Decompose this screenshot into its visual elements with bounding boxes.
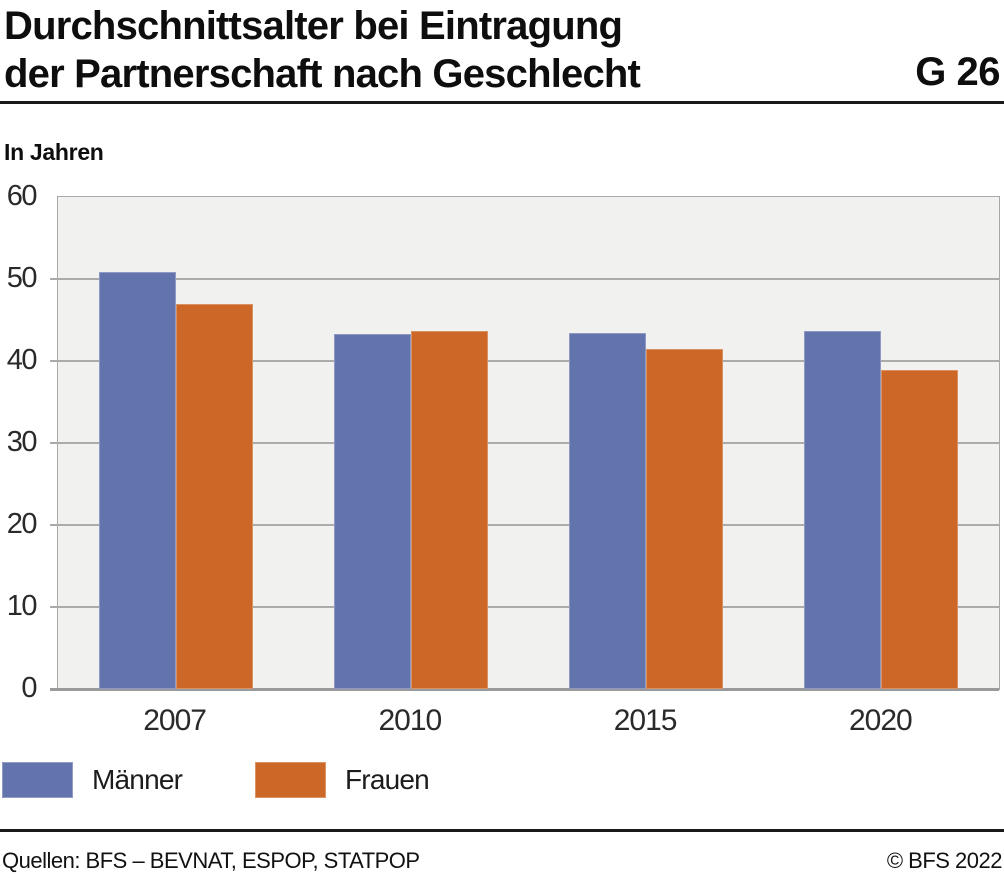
- y-axis-label-50: 50: [6, 262, 38, 294]
- bar-frauen-2010: [410, 331, 488, 689]
- graphic-number: G 26: [915, 50, 1000, 94]
- source-text: Quellen: BFS – BEVNAT, ESPOP, STATPOP: [2, 848, 420, 873]
- bar-frauen-2007: [175, 303, 253, 689]
- bar-manner-2010: [333, 333, 411, 689]
- y-axis-label-60: 60: [6, 180, 38, 212]
- legend-item-frauen: Frauen: [255, 762, 430, 798]
- title-line-1: Durchschnittsalter bei Eintragung: [4, 4, 623, 48]
- chart-subtitle: In Jahren: [4, 139, 104, 165]
- legend-swatch-manner: [2, 762, 73, 798]
- plot-area: [50, 196, 1000, 691]
- legend-label-manner: Männer: [92, 764, 183, 795]
- copyright-text: © BFS 2022: [886, 848, 1003, 873]
- y-axis-label-20: 20: [6, 508, 38, 540]
- bar-manner-2007: [98, 272, 176, 689]
- gridline-20: [50, 524, 999, 526]
- gridline-40: [50, 360, 999, 362]
- y-axis-label-10: 10: [6, 590, 38, 622]
- legend: Männer Frauen: [2, 762, 702, 802]
- gridline-50: [50, 278, 999, 280]
- x-axis-baseline: [50, 688, 999, 691]
- bar-frauen-2015: [646, 348, 724, 689]
- y-axis-label-30: 30: [6, 426, 38, 458]
- page-title: Durchschnittsalter bei Eintragung der Pa…: [4, 2, 641, 98]
- x-axis-label-2015: 2015: [613, 704, 678, 737]
- gridline-10: [50, 606, 999, 608]
- y-axis-label-40: 40: [6, 344, 38, 376]
- legend-swatch-frauen: [255, 762, 326, 798]
- x-axis-label-2007: 2007: [143, 704, 207, 737]
- gridline-30: [50, 442, 999, 444]
- bar-frauen-2020: [881, 370, 959, 689]
- y-axis-label-0: 0: [21, 672, 37, 704]
- footer-divider: [0, 829, 1004, 832]
- title-line-2: der Partnerschaft nach Geschlecht: [4, 52, 641, 96]
- x-axis-label-2020: 2020: [849, 704, 913, 737]
- bar-manner-2020: [804, 331, 882, 689]
- legend-item-manner: Männer: [2, 762, 183, 798]
- title-divider: [0, 101, 1004, 104]
- bar-manner-2015: [569, 333, 647, 689]
- x-axis-label-2010: 2010: [378, 704, 443, 737]
- legend-label-frauen: Frauen: [345, 764, 430, 795]
